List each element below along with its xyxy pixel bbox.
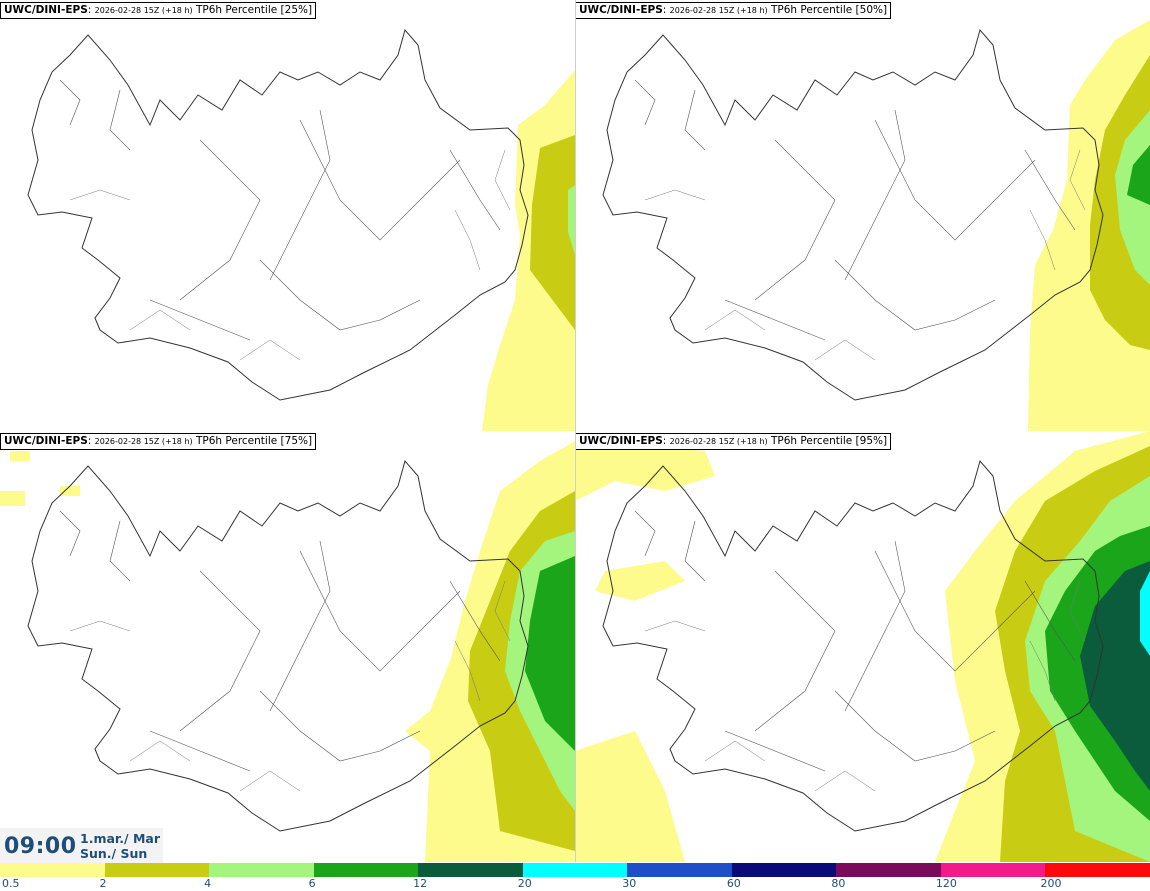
valid-time-box: 09:00 1.mar./ Mar Sun./ Sun bbox=[0, 828, 163, 863]
map-canvas bbox=[602, 20, 1150, 431]
colorbar-label: 12 bbox=[413, 877, 428, 890]
colorbar-swatch bbox=[627, 863, 733, 877]
field-name: TP6h Percentile [50%] bbox=[770, 4, 888, 16]
colorbar-label: 120 bbox=[935, 877, 957, 890]
colorbar-label: 20 bbox=[517, 877, 532, 890]
field-name: TP6h Percentile [95%] bbox=[770, 435, 888, 447]
colorbar-label: 6 bbox=[308, 877, 316, 890]
colorbar-swatch bbox=[313, 863, 419, 877]
colorbar-label: 4 bbox=[204, 877, 212, 890]
colorbar-label: 30 bbox=[622, 877, 637, 890]
map-panel-p75: UWC/DINI-EPS: 2026-02-28 15Z (+18 h) TP6… bbox=[0, 431, 575, 862]
map-panel-p25: UWC/DINI-EPS: 2026-02-28 15Z (+18 h) TP6… bbox=[0, 0, 575, 431]
run-time: 2026-02-28 15Z (+18 h) bbox=[94, 437, 193, 446]
colorbar-swatch bbox=[731, 863, 837, 877]
panel-title: UWC/DINI-EPS: 2026-02-28 15Z (+18 h) TP6… bbox=[575, 433, 892, 450]
run-time: 2026-02-28 15Z (+18 h) bbox=[669, 6, 768, 15]
colorbar-swatch bbox=[0, 863, 105, 877]
model-name: UWC/DINI-EPS bbox=[579, 435, 663, 447]
panel-title: UWC/DINI-EPS: 2026-02-28 15Z (+18 h) TP6… bbox=[0, 2, 317, 19]
colorbar-swatch bbox=[940, 863, 1046, 877]
colorbar-label: 80 bbox=[831, 877, 846, 890]
colorbar-swatch bbox=[209, 863, 315, 877]
field-name: TP6h Percentile [25%] bbox=[195, 4, 313, 16]
map-panel-p95: UWC/DINI-EPS: 2026-02-28 15Z (+18 h) TP6… bbox=[575, 431, 1150, 862]
precipitation-colorbar: 0.5 2 4 6 12 20 30 60 80 120 200 bbox=[0, 863, 1150, 891]
valid-date: 1.mar./ Mar bbox=[80, 831, 160, 846]
valid-day: Sun./ Sun bbox=[80, 846, 148, 861]
colorbar-label: 200 bbox=[1040, 877, 1062, 890]
field-name: TP6h Percentile [75%] bbox=[195, 435, 313, 447]
map-panel-p50: UWC/DINI-EPS: 2026-02-28 15Z (+18 h) TP6… bbox=[575, 0, 1150, 431]
panel-title: UWC/DINI-EPS: 2026-02-28 15Z (+18 h) TP6… bbox=[0, 433, 317, 450]
panel-title: UWC/DINI-EPS: 2026-02-28 15Z (+18 h) TP6… bbox=[575, 2, 892, 19]
colorbar-swatch bbox=[104, 863, 210, 877]
colorbar-swatch bbox=[836, 863, 942, 877]
model-name: UWC/DINI-EPS bbox=[4, 4, 88, 16]
colorbar-label: 60 bbox=[726, 877, 741, 890]
colorbar-label: 2 bbox=[99, 877, 107, 890]
model-name: UWC/DINI-EPS bbox=[4, 435, 88, 447]
valid-time: 09:00 bbox=[4, 834, 77, 859]
colorbar-swatch bbox=[418, 863, 524, 877]
map-canvas bbox=[0, 441, 575, 862]
colorbar-swatch bbox=[1045, 863, 1150, 877]
map-canvas bbox=[27, 29, 575, 431]
model-name: UWC/DINI-EPS bbox=[579, 4, 663, 16]
run-time: 2026-02-28 15Z (+18 h) bbox=[669, 437, 768, 446]
colorbar-label: 0.5 bbox=[2, 877, 20, 890]
map-canvas bbox=[575, 431, 1150, 862]
run-time: 2026-02-28 15Z (+18 h) bbox=[94, 6, 193, 15]
panel-divider bbox=[575, 0, 576, 862]
colorbar-swatch bbox=[522, 863, 628, 877]
